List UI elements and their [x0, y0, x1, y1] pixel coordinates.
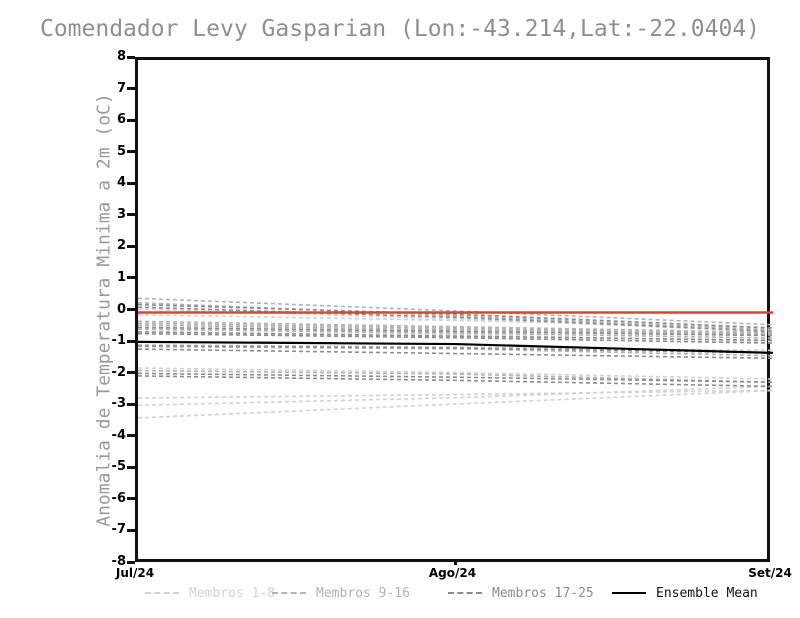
y-tick-label: -6: [111, 490, 126, 506]
x-tick-label: Set/24: [748, 566, 792, 580]
legend-label: Membros 17-25: [492, 585, 594, 601]
y-tick-mark: [127, 276, 135, 280]
y-tick-label: 1: [116, 269, 126, 285]
y-tick-label: -1: [111, 333, 126, 349]
member-line: [138, 330, 773, 342]
plot-area: [135, 57, 773, 565]
legend-item: Ensemble Mean: [612, 585, 758, 601]
legend-label: Membros 9-16: [316, 585, 410, 601]
member-line: [138, 322, 773, 335]
legend-item: Membros 9-16: [272, 585, 410, 601]
y-tick-mark: [127, 465, 135, 469]
member-line: [138, 348, 773, 360]
member-line: [138, 301, 773, 331]
x-tick-label: Ago/24: [428, 566, 477, 580]
y-tick-label: -2: [111, 364, 126, 380]
member-line: [138, 328, 773, 339]
y-tick-label: 7: [116, 80, 126, 96]
y-tick-mark: [127, 244, 135, 248]
series-lines: [138, 297, 773, 565]
member-line: [138, 332, 773, 344]
legend-line-swatch: [612, 592, 646, 594]
y-tick-label: 2: [116, 238, 126, 254]
chart-title: Comendador Levy Gasparian (Lon:-43.214,L…: [39, 16, 761, 42]
member-line: [138, 313, 773, 329]
member-line: [138, 297, 773, 326]
member-line: [138, 389, 773, 399]
legend-item: Membros 17-25: [448, 585, 594, 601]
member-line: [138, 375, 773, 388]
y-tick-label: -5: [111, 459, 126, 475]
y-tick-label: -8: [111, 554, 126, 569]
y-tick-mark: [127, 181, 135, 185]
member-line: [138, 306, 773, 333]
y-tick-label: -7: [111, 522, 126, 538]
legend: Membros 1-8 Membros 9-16 Membros 17-25 Ense…: [0, 585, 800, 605]
y-tick-mark: [127, 497, 135, 501]
member-line: [138, 367, 773, 380]
member-line: [138, 369, 773, 384]
y-tick-label: 4: [116, 175, 126, 191]
y-tick-mark: [127, 87, 135, 91]
member-line: [138, 324, 773, 336]
y-tick-label: 6: [116, 112, 126, 128]
y-tick-mark: [127, 402, 135, 406]
legend-label: Ensemble Mean: [656, 585, 758, 601]
member-line: [138, 389, 773, 419]
y-tick-mark: [127, 528, 135, 532]
y-tick-mark: [127, 308, 135, 311]
legend-line-swatch: [145, 592, 179, 594]
legend-line-swatch: [272, 592, 306, 594]
member-line: [138, 345, 773, 357]
member-line: [138, 303, 773, 329]
y-tick-mark: [127, 339, 135, 343]
y-tick-mark: [127, 55, 135, 59]
y-tick-mark: [127, 213, 135, 217]
y-tick-mark: [127, 118, 135, 122]
member-line: [138, 372, 773, 384]
x-tick-label: Jul/24: [115, 566, 155, 580]
y-tick-label: -3: [111, 396, 126, 412]
y-tick-mark: [127, 150, 135, 154]
y-tick-label: 8: [116, 49, 126, 64]
member-line: [138, 344, 773, 354]
y-tick-label: 3: [116, 206, 126, 222]
y-tick-label: 0: [116, 301, 126, 317]
legend-line-swatch: [448, 592, 482, 594]
member-line: [138, 326, 773, 337]
y-tick-mark: [127, 434, 135, 438]
y-tick-mark: [127, 371, 135, 375]
y-tick-label: -4: [111, 427, 126, 443]
y-tick-label: 5: [116, 143, 126, 159]
y-tick-mark: [127, 560, 135, 564]
member-line: [138, 320, 773, 334]
legend-label: Membros 1-8: [189, 585, 276, 601]
ensemble-mean-line: [138, 340, 773, 354]
member-line: [138, 385, 773, 407]
legend-item: Membros 1-8: [145, 585, 275, 601]
